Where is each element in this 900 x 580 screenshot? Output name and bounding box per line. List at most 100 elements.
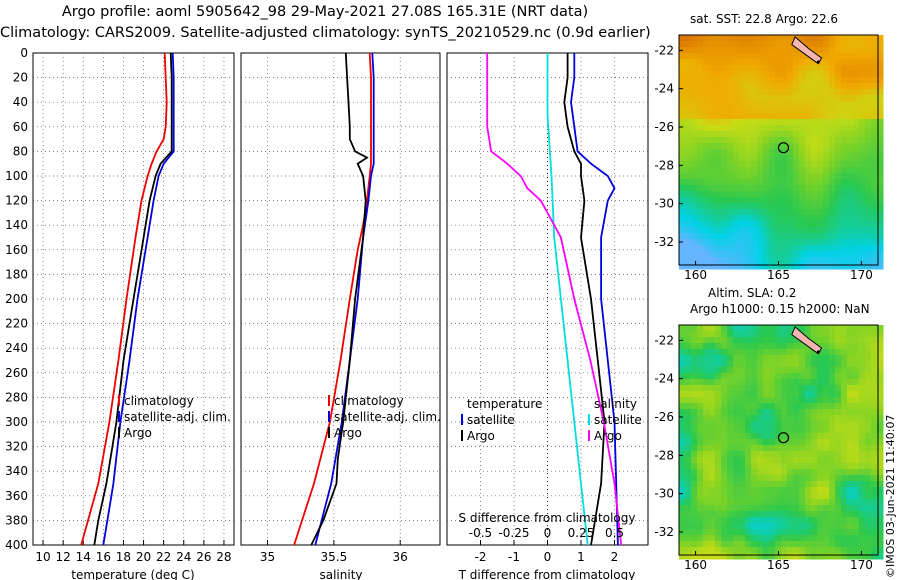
map-cell [823,101,830,108]
map-cell [691,245,698,252]
map-cell [805,355,812,362]
map-cell [775,251,782,258]
map-cell [793,161,800,168]
map-cell [757,137,764,144]
map-cell [775,185,782,192]
map-cell [775,487,782,494]
map-cell [703,385,710,392]
map-cell [841,547,848,554]
map-cell [805,451,812,458]
map-cell [727,59,734,66]
map-cell [787,119,794,126]
map-cell [853,83,860,90]
map-cell [781,233,788,240]
map-cell [691,499,698,506]
map-cell [709,209,716,216]
map-cell [787,367,794,374]
map-cell [769,65,776,72]
map-cell [739,349,746,356]
xtick-label-difference: 1 [577,550,585,564]
map-cell [871,415,878,422]
map-cell [739,119,746,126]
map-cell [739,535,746,542]
map-cell [853,257,860,264]
map-cell [811,191,818,198]
map-cell [841,107,848,114]
map-cell [679,257,686,264]
map-cell [763,499,770,506]
map-cell [733,161,740,168]
map-cell [733,89,740,96]
map-cell [835,499,842,506]
map-cell [799,373,806,380]
map-cell [775,493,782,500]
map-cell [775,71,782,78]
map-cell [853,119,860,126]
map-cell [793,65,800,72]
map-cell [757,325,764,332]
map-cell [757,35,764,42]
map-cell [691,349,698,356]
map-cell [739,379,746,386]
map-cell [823,367,830,374]
xtick-label-temperature: 16 [96,550,111,564]
map-cell [775,161,782,168]
map-cell [817,95,824,102]
map-cell [829,451,836,458]
map-cell [679,403,686,410]
map-cell [841,53,848,60]
map-cell [739,89,746,96]
map-cell [787,203,794,210]
map-cell [775,475,782,482]
map-cell [769,361,776,368]
map-cell [817,487,824,494]
map-cell [853,361,860,368]
map-cell [841,47,848,54]
map-cell [757,397,764,404]
map-cell [679,331,686,338]
ytick-label: 40 [13,95,28,109]
map-cell [853,499,860,506]
map-cell [745,445,752,452]
map-cell [769,469,776,476]
map-cell [775,191,782,198]
map-cell [811,433,818,440]
map-cell [691,41,698,48]
xtick-label-temperature: 20 [136,550,151,564]
map-cell [685,481,692,488]
map-cell [757,367,764,374]
map-cell [787,131,794,138]
map-cell [769,245,776,252]
map-cell [877,197,884,204]
map-cell [757,469,764,476]
map-cell [769,155,776,162]
map-cell [763,535,770,542]
map-cell [847,251,854,258]
map-cell [751,373,758,380]
map-cell [793,215,800,222]
map-cell [841,83,848,90]
map-cell [697,245,704,252]
map-ytick-label: -30 [654,487,674,501]
map-cell [877,547,884,554]
map-cell [817,173,824,180]
map-cell [823,35,830,42]
map-cell [853,517,860,524]
map-cell [859,161,866,168]
map-cell [847,457,854,464]
map-cell [781,331,788,338]
map-cell [751,523,758,530]
map-cell [727,83,734,90]
map-cell [751,65,758,72]
map-cell [685,95,692,102]
map-cell [775,167,782,174]
map-cell [835,463,842,470]
map-cell [733,113,740,120]
map-cell [799,65,806,72]
map-cell [865,331,872,338]
map-cell [829,475,836,482]
map-cell [775,385,782,392]
map-cell [679,83,686,90]
map-cell [877,493,884,500]
map-cell [853,451,860,458]
